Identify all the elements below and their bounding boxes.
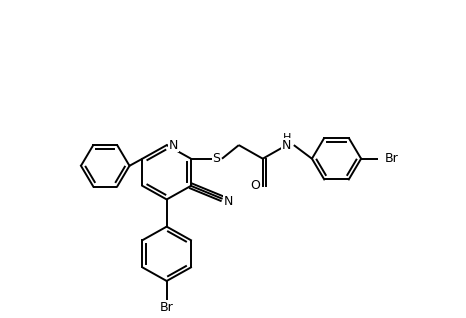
Text: Br: Br — [160, 301, 173, 314]
Text: O: O — [251, 179, 260, 192]
Text: N: N — [282, 139, 291, 152]
Text: N: N — [224, 195, 233, 208]
Text: N: N — [169, 139, 178, 152]
Text: Br: Br — [385, 152, 399, 165]
Text: S: S — [212, 152, 220, 165]
Text: H: H — [282, 133, 291, 143]
